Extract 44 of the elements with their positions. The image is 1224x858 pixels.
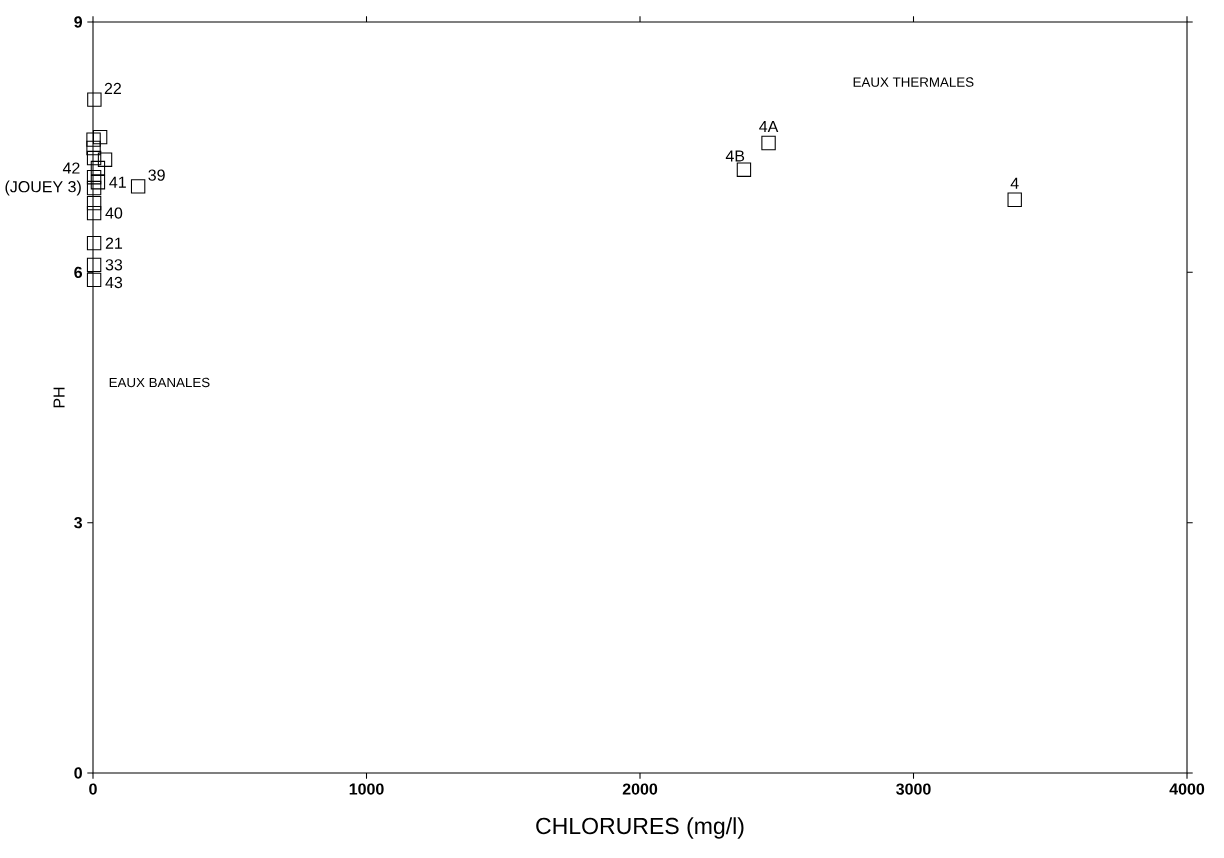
x-tick-label: 0 [89,783,97,795]
annotation: 33 [105,259,123,271]
point [86,235,102,251]
point [86,257,102,273]
point [90,160,106,176]
point [86,272,102,288]
point [130,179,146,194]
y-tick-label: 3 [74,517,83,529]
annotation: EAUX THERMALES [853,77,974,87]
annotation: 43 [105,276,123,289]
point [86,140,101,156]
point [736,162,752,177]
point [92,129,108,145]
point [86,205,102,221]
annotation: (JOUEY 3) [5,180,81,196]
y-tick-label: 6 [74,266,83,278]
point [86,150,102,166]
y-tick-label: 0 [74,767,82,779]
point [1007,192,1022,207]
y-axis-title: PH [53,387,65,408]
point [87,92,102,107]
annotation: 4A [759,121,779,133]
annotation: EAUX BANALES [109,377,210,388]
point [86,132,101,147]
annotation: 4B [725,150,745,162]
annotation: 4 [1010,177,1019,189]
x-tick-label: 2000 [622,783,658,795]
point [90,175,106,190]
annotation: 39 [148,169,165,181]
x-tick-label: 1000 [349,783,384,795]
annotation: 40 [105,207,123,219]
annotation: 22 [104,82,121,95]
y-tick-label: 9 [74,16,83,28]
point [86,195,102,211]
x-axis-title: CHLORURES (mg/l) [536,817,744,839]
x-tick-label: 4000 [1169,783,1205,795]
point [97,152,113,167]
x-tick-label: 3000 [896,783,931,795]
point [86,180,102,196]
annotation: 42 [62,162,80,174]
annotation: 21 [105,237,123,249]
annotation: 41 [109,176,126,188]
point [86,170,102,185]
point [761,135,776,151]
